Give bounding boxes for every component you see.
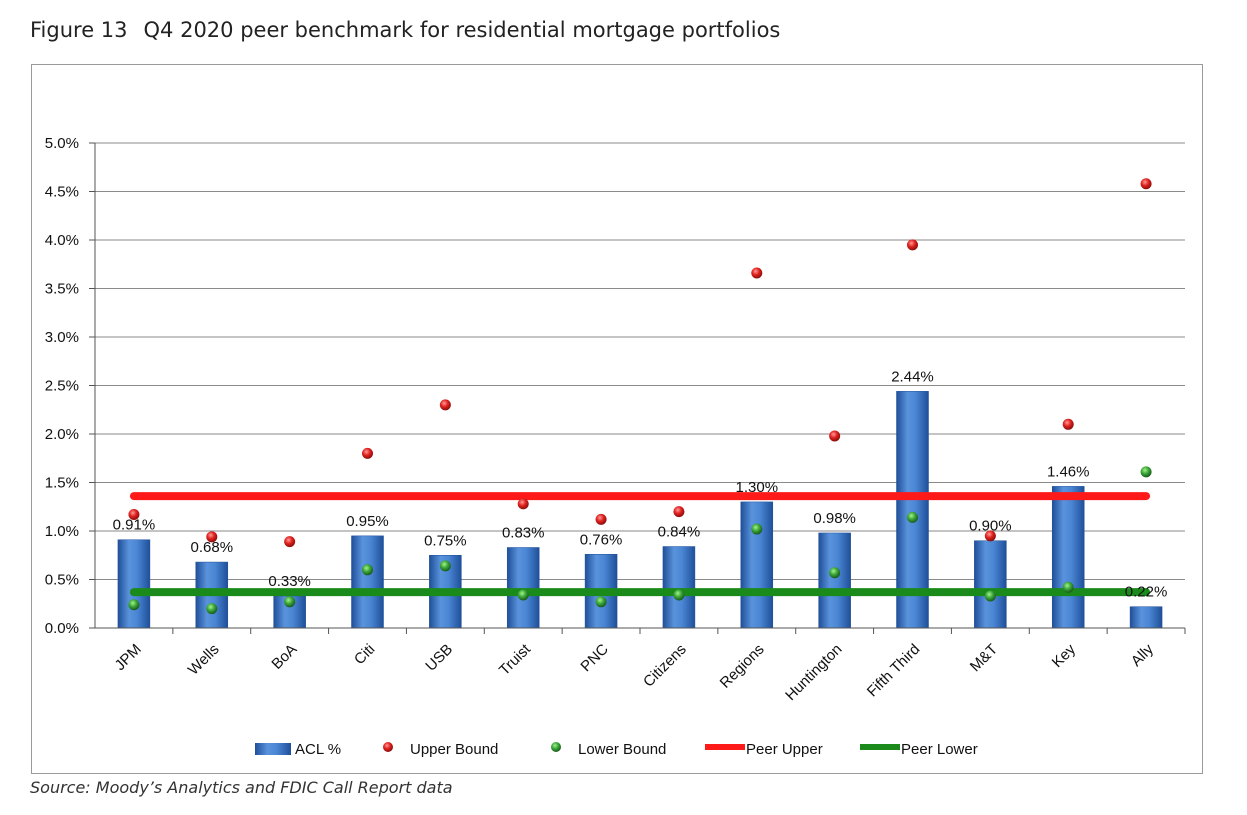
bar-acl bbox=[117, 539, 151, 629]
legend-swatch-lower bbox=[551, 742, 561, 752]
x-tick-label: Key bbox=[1049, 640, 1080, 671]
bar-acl bbox=[1051, 486, 1085, 629]
upper-bound-point bbox=[595, 513, 607, 525]
lower-bound-point bbox=[829, 567, 841, 579]
lower-bound-point bbox=[673, 589, 685, 601]
legend-label-peer-lower: Peer Lower bbox=[901, 741, 978, 758]
bar-data-label: 0.22% bbox=[1125, 584, 1168, 601]
x-tick-label: JPM bbox=[112, 641, 145, 674]
y-tick-label: 5.0% bbox=[45, 135, 79, 152]
y-tick-label: 0.0% bbox=[45, 620, 79, 637]
figure-title: Figure 13 Q4 2020 peer benchmark for resi… bbox=[30, 18, 780, 42]
figure-number: Figure 13 bbox=[30, 18, 128, 42]
legend-label-lower: Lower Bound bbox=[578, 741, 666, 758]
lower-bound-point bbox=[1062, 581, 1074, 593]
lower-bound-point bbox=[206, 603, 218, 615]
bar-data-label: 0.76% bbox=[580, 531, 623, 548]
bar-acl bbox=[974, 540, 1007, 629]
bar-data-label: 0.90% bbox=[969, 518, 1012, 535]
upper-bound-point bbox=[907, 239, 918, 251]
legend-label-acl: ACL % bbox=[295, 741, 341, 758]
lower-bound-point bbox=[517, 589, 529, 601]
bar-data-label: 0.68% bbox=[191, 539, 234, 556]
upper-bound-point bbox=[362, 447, 373, 459]
legend-label-upper: Upper Bound bbox=[410, 741, 498, 758]
y-tick-label: 1.5% bbox=[45, 475, 79, 492]
x-tick-label: BoA bbox=[268, 641, 300, 673]
x-tick-label: Fifth Third bbox=[864, 641, 924, 701]
x-tick-label: M&T bbox=[967, 641, 1001, 675]
upper-bound-point bbox=[1140, 178, 1152, 190]
legend-swatch-upper bbox=[383, 742, 393, 752]
lower-bound-point bbox=[1140, 466, 1152, 478]
bar-data-label: 0.33% bbox=[268, 573, 311, 590]
bar-data-label: 0.95% bbox=[346, 513, 389, 530]
x-tick-label: PNC bbox=[577, 641, 612, 676]
bar-data-label: 0.98% bbox=[813, 510, 856, 527]
y-tick-label: 1.0% bbox=[45, 523, 79, 540]
upper-bound-point bbox=[517, 498, 529, 510]
upper-bound-point bbox=[284, 536, 296, 548]
upper-bound-point bbox=[128, 509, 140, 521]
lower-bound-point bbox=[284, 596, 296, 608]
x-tick-label: USB bbox=[422, 641, 456, 675]
source-note: Source: Moody’s Analytics and FDIC Call … bbox=[30, 778, 453, 797]
lower-bound-point bbox=[984, 590, 996, 602]
x-tick-label: Huntington bbox=[782, 641, 845, 704]
bar-data-label: 1.46% bbox=[1047, 463, 1090, 480]
lower-bound-point bbox=[907, 511, 918, 523]
x-tick-label: Truist bbox=[496, 640, 535, 679]
chart-frame bbox=[31, 64, 1203, 774]
bar-data-label: 0.75% bbox=[424, 532, 467, 549]
legend-label-peer-upper: Peer Upper bbox=[746, 741, 823, 758]
upper-bound-point bbox=[751, 267, 763, 279]
x-tick-label: Wells bbox=[185, 641, 223, 679]
lower-bound-point bbox=[128, 599, 140, 611]
bar-acl bbox=[740, 501, 774, 629]
upper-bound-point bbox=[439, 399, 451, 411]
bar-data-label: 1.30% bbox=[736, 479, 779, 496]
y-tick-label: 2.5% bbox=[45, 378, 79, 395]
upper-bound-point bbox=[206, 531, 218, 543]
bar-data-label: 0.83% bbox=[502, 524, 545, 541]
lower-bound-point bbox=[439, 560, 451, 572]
lower-bound-point bbox=[595, 596, 607, 608]
bar-acl bbox=[351, 535, 384, 629]
x-tick-label: Ally bbox=[1128, 640, 1157, 669]
bar-data-label: 2.44% bbox=[891, 368, 934, 385]
x-tick-label: Regions bbox=[717, 641, 768, 692]
bar-acl bbox=[662, 546, 696, 629]
upper-bound-point bbox=[829, 430, 841, 442]
y-tick-label: 4.0% bbox=[45, 232, 79, 249]
bar-data-label: 0.91% bbox=[113, 517, 156, 534]
figure-title-text: Q4 2020 peer benchmark for residential m… bbox=[143, 18, 781, 42]
legend-swatch-acl bbox=[255, 743, 291, 755]
lower-bound-point bbox=[751, 523, 763, 535]
upper-bound-point bbox=[673, 506, 685, 518]
x-tick-label: Citi bbox=[351, 641, 378, 668]
x-tick-label: Citizens bbox=[640, 641, 690, 691]
y-tick-label: 3.0% bbox=[45, 329, 79, 346]
y-tick-label: 4.5% bbox=[45, 184, 79, 201]
upper-bound-point bbox=[1062, 418, 1074, 430]
lower-bound-point bbox=[362, 564, 373, 576]
y-tick-label: 3.5% bbox=[45, 281, 79, 298]
bar-acl bbox=[818, 532, 851, 629]
bar-acl bbox=[506, 547, 540, 629]
y-tick-label: 0.5% bbox=[45, 572, 79, 589]
bar-acl bbox=[1129, 606, 1163, 629]
bar-data-label: 0.84% bbox=[658, 524, 701, 541]
upper-bound-point bbox=[984, 530, 996, 542]
y-tick-label: 2.0% bbox=[45, 426, 79, 443]
